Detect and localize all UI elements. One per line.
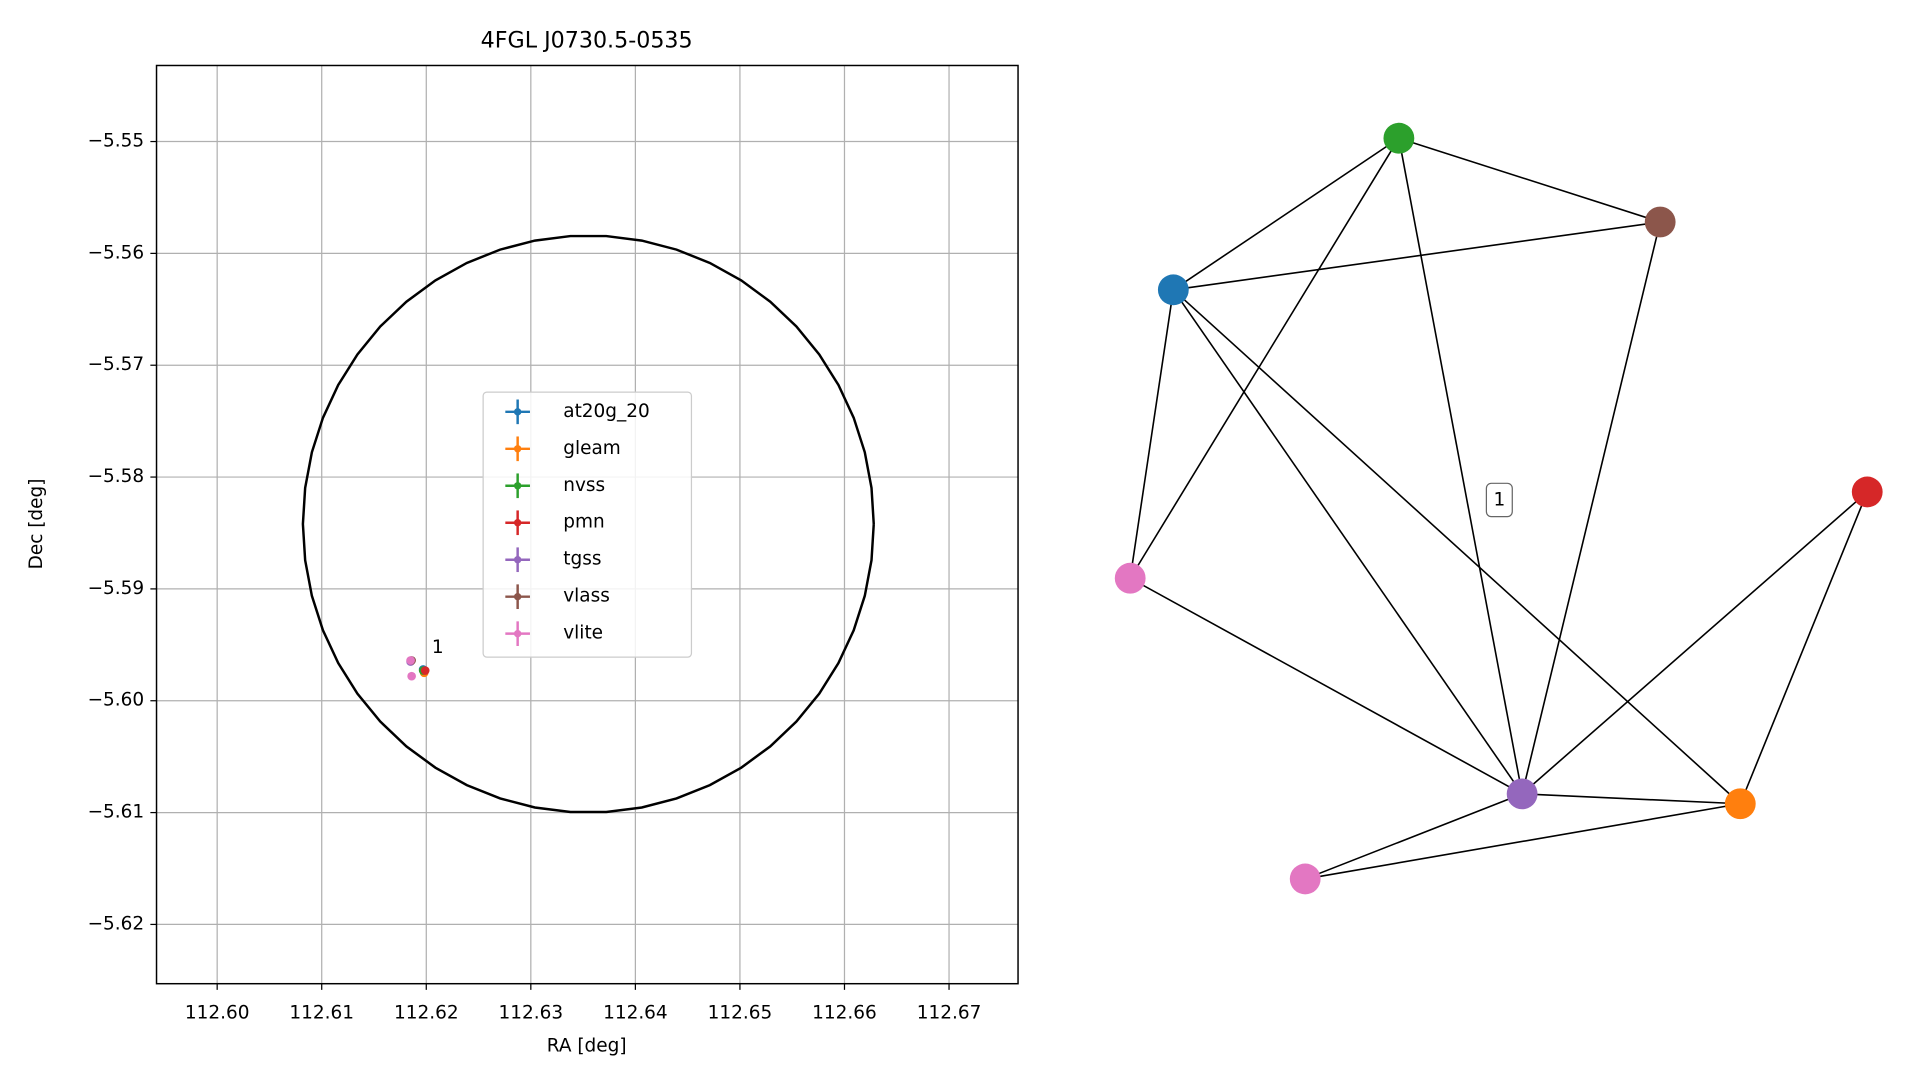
y-tick-label: −5.58: [88, 466, 145, 487]
data-point: [407, 671, 416, 681]
graph-edge: [1521, 221, 1661, 795]
chart-title: 4FGL J0730.5-0535: [481, 27, 693, 53]
legend-box: [482, 391, 693, 658]
y-tick-label: −5.59: [88, 578, 145, 599]
legend-marker: [513, 445, 522, 453]
legend-marker: [513, 519, 522, 527]
legend-marker: [513, 408, 522, 416]
graph-edge: [1398, 138, 1523, 795]
x-tick-label: 112.61: [289, 1002, 354, 1023]
y-tick-label: −5.61: [88, 802, 145, 823]
legend-marker: [513, 556, 522, 564]
annotation: 1: [432, 637, 444, 658]
y-tick-label: −5.62: [88, 913, 145, 934]
x-tick-label: 112.62: [394, 1002, 459, 1023]
legend-label: gleam: [563, 438, 621, 459]
legend-label: at20g_20: [563, 401, 650, 422]
graph-edge: [1521, 491, 1868, 795]
legend-label: vlite: [563, 623, 603, 644]
graph-node: [1644, 206, 1676, 238]
legend-marker: [513, 482, 522, 490]
y-tick-label: −5.60: [88, 690, 145, 711]
plot-frame: [155, 64, 1019, 985]
graph-node: [1114, 562, 1146, 594]
legend-marker: [513, 592, 522, 601]
graph-node: [1724, 788, 1756, 820]
x-tick-label: 112.63: [499, 1002, 564, 1023]
data-point: [420, 666, 430, 675]
graph-node: [1506, 778, 1538, 810]
y-tick-label: −5.57: [88, 354, 145, 375]
y-tick-label: −5.56: [88, 242, 145, 263]
graph-edge: [1739, 491, 1868, 805]
x-axis-label: RA [deg]: [547, 1036, 627, 1057]
graph-edge: [1172, 137, 1400, 291]
legend-marker: [513, 629, 522, 638]
graph-edge: [1173, 221, 1661, 291]
graph-node: [1851, 476, 1883, 508]
graph-edge: [1522, 793, 1741, 805]
graph-edge: [1398, 137, 1661, 223]
legend-label: vlass: [563, 586, 610, 607]
legend-label: pmn: [563, 512, 604, 533]
y-tick-label: −5.55: [88, 131, 145, 152]
graph-node: [1383, 122, 1415, 154]
graph-edge: [1172, 289, 1523, 795]
graph-edge: [1305, 802, 1741, 880]
graph-node: [1289, 863, 1321, 895]
graph-label-box: [1485, 482, 1513, 518]
graph-edge: [1129, 289, 1175, 579]
y-axis-label: Dec [deg]: [26, 479, 47, 570]
x-tick-label: 112.67: [917, 1002, 982, 1023]
x-tick-label: 112.60: [185, 1002, 250, 1023]
x-tick-label: 112.65: [708, 1002, 773, 1023]
error-ellipse: [301, 234, 875, 814]
graph-edge: [1129, 577, 1523, 795]
graph-edge: [1129, 137, 1400, 579]
graph-label: 1: [1493, 490, 1505, 511]
x-tick-label: 112.64: [603, 1002, 668, 1023]
legend-label: tgss: [563, 549, 601, 570]
graph-edge: [1304, 793, 1523, 880]
data-point: [406, 656, 415, 665]
graph-edge: [1172, 289, 1741, 805]
x-tick-label: 112.66: [812, 1002, 877, 1023]
graph-node: [1157, 274, 1189, 306]
legend-label: nvss: [563, 475, 605, 496]
